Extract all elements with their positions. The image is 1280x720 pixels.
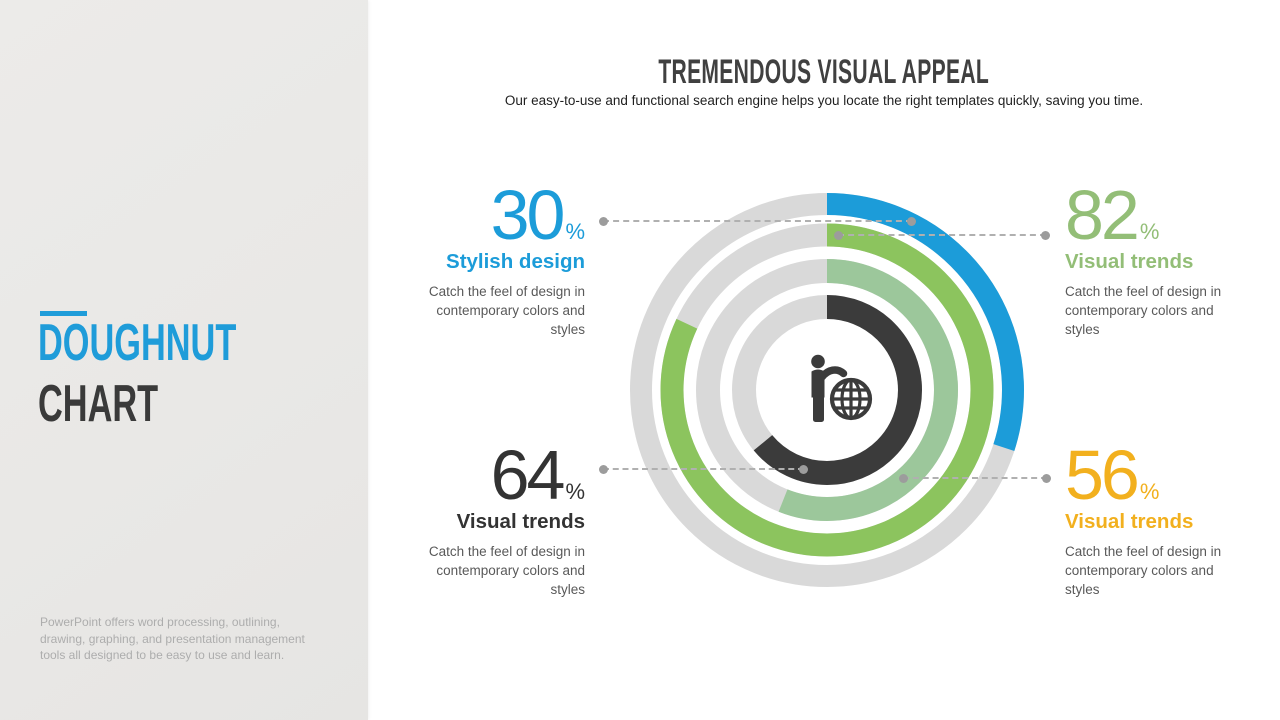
connector-dot [1042, 473, 1051, 483]
slide-title-line1: DOUGHNUT [38, 314, 237, 372]
stat-unit: % [1139, 219, 1160, 244]
stat-unit: % [565, 479, 585, 504]
connector-dot [907, 216, 916, 226]
connector-dot [1041, 230, 1050, 240]
stat-description: Catch the feel of design in contemporary… [428, 544, 585, 597]
connector-dot [799, 464, 808, 474]
connector-line-top-left [599, 216, 916, 226]
connector-dot [899, 473, 908, 483]
page-title: TREMENDOUS VISUAL APPEAL [658, 53, 990, 91]
doughnut-chart [630, 193, 1024, 587]
connector-dot [599, 216, 608, 226]
connector-line-bottom-right [899, 473, 1051, 483]
stat-unit: % [565, 219, 585, 244]
stat-label: Visual trends [1065, 510, 1194, 533]
sidebar-footer-text: PowerPoint offers word processing, outli… [40, 615, 305, 662]
doughnut-rings [630, 193, 1024, 587]
sidebar: DOUGHNUT CHART PowerPoint offers word pr… [0, 0, 368, 720]
stat-label: Stylish design [446, 250, 585, 273]
stat-description: Catch the feel of design in contemporary… [1065, 284, 1222, 337]
stat-block-stylish-design: 30% Stylish design Catch the feel of des… [420, 180, 585, 339]
stat-label: Visual trends [456, 510, 585, 533]
connector-line-bottom-left [599, 464, 808, 474]
stat-block-visual-trends-yellow: 56% Visual trends Catch the feel of desi… [1065, 440, 1237, 599]
stat-value: 30 [490, 176, 566, 254]
header: TREMENDOUS VISUAL APPEAL Our easy-to-use… [368, 0, 1280, 108]
stat-value: 56 [1065, 436, 1140, 514]
stat-unit: % [1139, 479, 1160, 504]
connector-line-top-right [834, 230, 1050, 240]
stat-label: Visual trends [1065, 250, 1194, 273]
stat-description: Catch the feel of design in contemporary… [1065, 544, 1222, 597]
connector-dot [834, 230, 843, 240]
stat-value: 64 [490, 436, 566, 514]
stat-block-visual-trends-green: 82% Visual trends Catch the feel of desi… [1065, 180, 1237, 339]
presenter-globe-icon [811, 354, 873, 422]
slide-title-line2: CHART [38, 375, 159, 433]
page-subtitle: Our easy-to-use and functional search en… [504, 93, 1144, 108]
stat-block-visual-trends-dark: 64% Visual trends Catch the feel of desi… [420, 440, 585, 599]
connector-dot [599, 464, 608, 474]
accent-bar [40, 311, 87, 316]
stat-description: Catch the feel of design in contemporary… [428, 284, 585, 337]
stat-value: 82 [1065, 176, 1140, 254]
